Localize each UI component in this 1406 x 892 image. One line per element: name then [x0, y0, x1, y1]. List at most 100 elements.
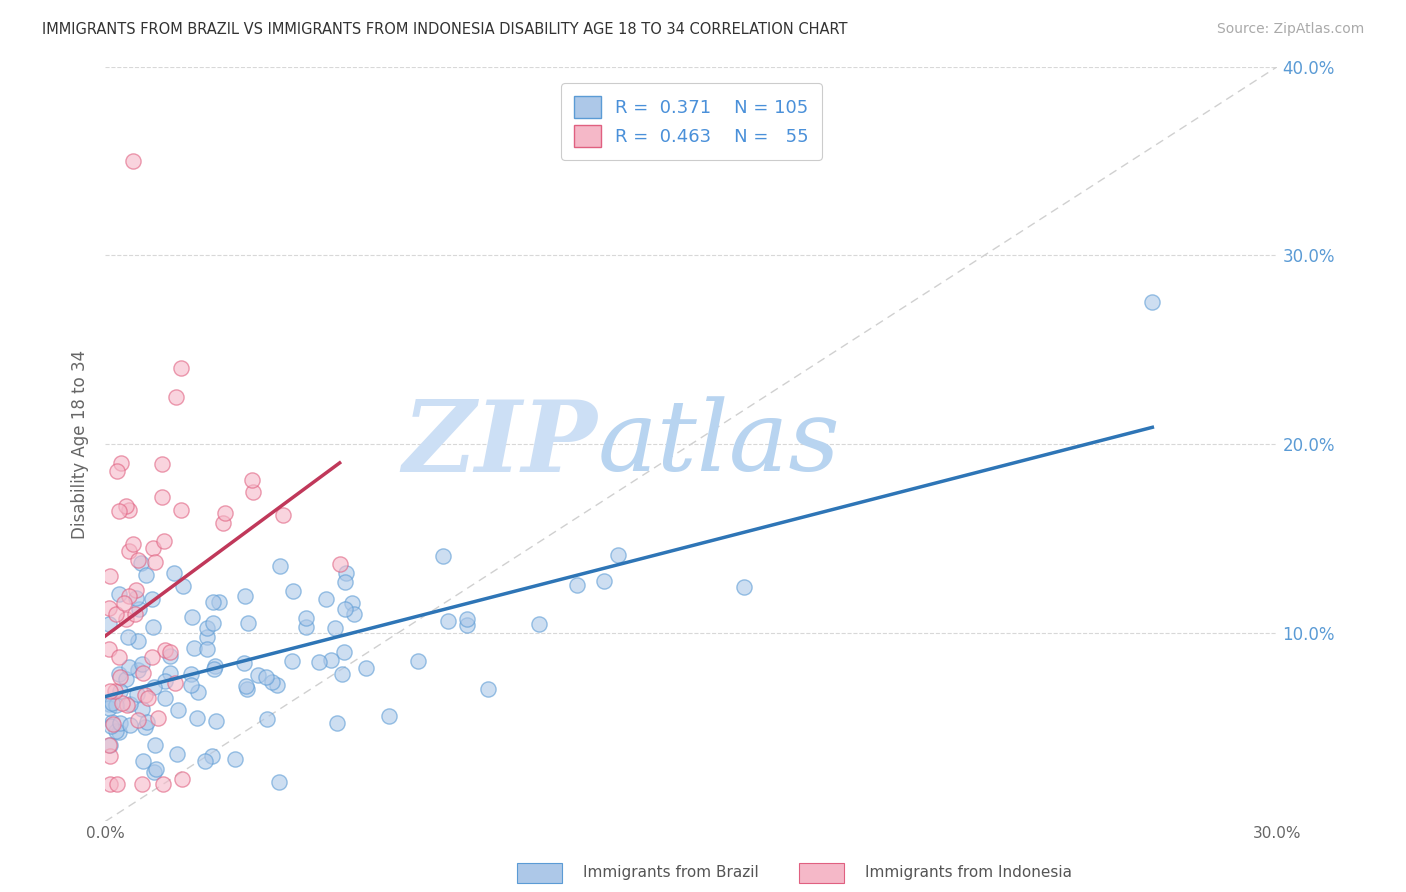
- Text: Source: ZipAtlas.com: Source: ZipAtlas.com: [1216, 22, 1364, 37]
- Point: [343, 607, 366, 621]
- Point: [354, 661, 377, 675]
- Point: [456, 618, 478, 632]
- Point: [98, 617, 121, 632]
- Point: [135, 568, 157, 582]
- Point: [208, 595, 231, 609]
- Point: [108, 716, 131, 731]
- Point: [432, 549, 454, 563]
- Point: [115, 673, 138, 687]
- Point: [117, 630, 139, 644]
- Point: [98, 700, 121, 714]
- Point: [127, 634, 149, 648]
- Point: [240, 473, 263, 487]
- Point: [108, 666, 131, 681]
- Point: [107, 586, 129, 600]
- Point: [142, 680, 165, 694]
- Point: [180, 667, 202, 681]
- Point: [131, 702, 153, 716]
- Text: IMMIGRANTS FROM BRAZIL VS IMMIGRANTS FROM INDONESIA DISABILITY AGE 18 TO 34 CORR: IMMIGRANTS FROM BRAZIL VS IMMIGRANTS FRO…: [42, 22, 848, 37]
- Point: [333, 645, 356, 659]
- Point: [323, 621, 346, 635]
- Text: ZIP: ZIP: [402, 396, 598, 492]
- Point: [593, 574, 616, 589]
- Point: [335, 566, 357, 580]
- Point: [107, 504, 129, 518]
- Point: [1142, 295, 1164, 310]
- Point: [437, 614, 460, 628]
- Point: [333, 575, 356, 590]
- Point: [330, 666, 353, 681]
- Point: [120, 697, 142, 711]
- Point: [295, 611, 318, 625]
- Point: [340, 596, 363, 610]
- Point: [98, 684, 121, 698]
- Point: [153, 533, 176, 548]
- Point: [98, 600, 121, 615]
- Point: [104, 683, 127, 698]
- Point: [105, 724, 128, 739]
- Point: [125, 582, 148, 597]
- Point: [202, 662, 225, 676]
- Point: [281, 584, 304, 599]
- Point: [134, 688, 156, 702]
- Point: [172, 579, 194, 593]
- Point: [121, 537, 143, 551]
- Point: [159, 665, 181, 680]
- Point: [326, 715, 349, 730]
- Point: [107, 650, 129, 665]
- Point: [606, 548, 628, 562]
- Point: [132, 665, 155, 680]
- Point: [118, 543, 141, 558]
- Point: [127, 663, 149, 677]
- Point: [112, 596, 135, 610]
- Point: [98, 777, 121, 791]
- Point: [153, 674, 176, 689]
- Point: [100, 719, 122, 733]
- Point: [142, 541, 165, 556]
- Point: [128, 602, 150, 616]
- Text: atlas: atlas: [598, 396, 841, 491]
- Point: [163, 675, 186, 690]
- Point: [186, 711, 208, 725]
- Point: [315, 592, 337, 607]
- Point: [143, 738, 166, 752]
- Point: [254, 670, 277, 684]
- Point: [104, 607, 127, 622]
- Point: [204, 714, 226, 729]
- Point: [110, 670, 132, 684]
- Point: [172, 772, 194, 786]
- Point: [214, 506, 236, 520]
- Point: [115, 612, 138, 626]
- Point: [733, 580, 755, 594]
- Point: [242, 484, 264, 499]
- Point: [266, 678, 288, 692]
- Point: [108, 725, 131, 739]
- Point: [118, 718, 141, 732]
- Point: [271, 508, 294, 523]
- Point: [170, 360, 193, 375]
- Point: [146, 711, 169, 725]
- Point: [98, 569, 121, 583]
- Point: [145, 762, 167, 776]
- Point: [105, 698, 128, 712]
- Point: [98, 748, 121, 763]
- Point: [527, 616, 550, 631]
- Point: [98, 738, 121, 752]
- Point: [141, 649, 163, 664]
- Point: [212, 516, 235, 531]
- Point: [118, 589, 141, 603]
- Point: [150, 457, 173, 471]
- Point: [235, 679, 257, 693]
- Point: [319, 653, 342, 667]
- Point: [246, 667, 269, 681]
- Point: [165, 390, 187, 404]
- Point: [187, 685, 209, 699]
- Point: [232, 656, 254, 670]
- Point: [166, 703, 188, 717]
- Point: [233, 589, 256, 603]
- Point: [134, 720, 156, 734]
- Point: [267, 775, 290, 789]
- Point: [98, 739, 121, 753]
- Point: [111, 696, 134, 710]
- Point: [170, 503, 193, 517]
